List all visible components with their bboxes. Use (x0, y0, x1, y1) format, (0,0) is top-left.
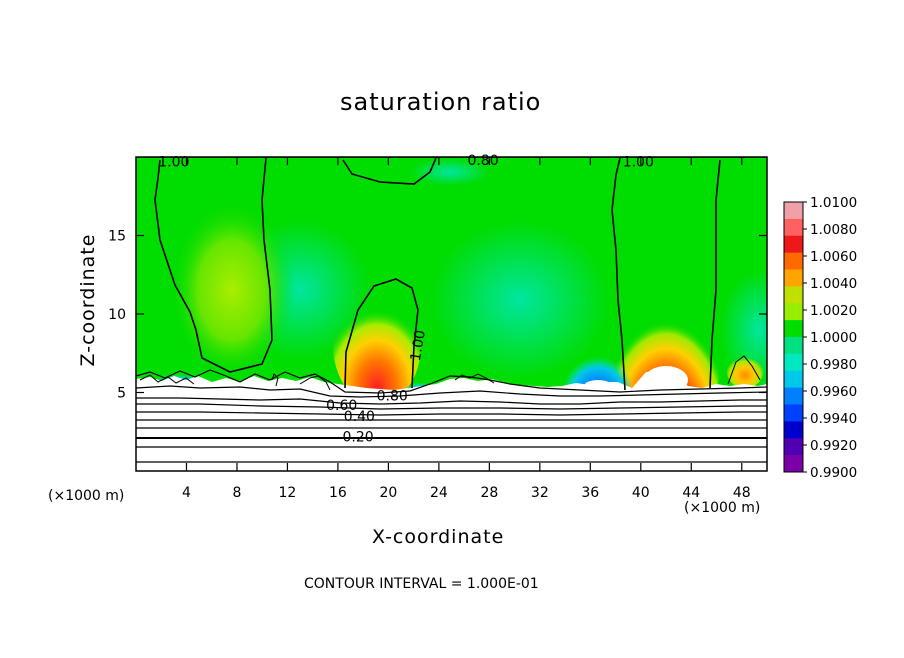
x-tick-label: 24 (430, 485, 448, 501)
colorbar-swatch (784, 421, 803, 439)
x-tick-label: 36 (581, 485, 599, 501)
colorbar-label: 1.0020 (810, 303, 857, 319)
contour-line (154, 157, 273, 373)
contour-line (454, 373, 495, 384)
colorbar-swatch (784, 202, 803, 220)
colorbar-swatch (784, 370, 803, 389)
contour-line (271, 373, 279, 387)
contour-line (344, 278, 419, 389)
x-tick-label: 44 (682, 485, 700, 501)
field-warm-patch (727, 356, 763, 388)
colorbar-swatch (784, 235, 803, 254)
contour-line (136, 403, 767, 410)
contour-label: 1.00 (623, 155, 654, 171)
x-unit-left: (×1000 m) (48, 488, 125, 504)
colorbar-label: 1.0000 (810, 330, 857, 346)
x-tick-label: 48 (733, 485, 751, 501)
colorbar-label: 1.0040 (810, 276, 857, 292)
contour-label: 1.00 (158, 155, 189, 171)
colorbar-label: 0.9900 (810, 465, 857, 481)
field-white-core (644, 366, 688, 394)
contour-line (299, 375, 331, 391)
contour-line (136, 369, 767, 394)
field-lower-layer (136, 372, 767, 471)
contour-interval-note: CONTOUR INTERVAL = 1.000E-01 (304, 576, 539, 592)
x-axis-title: X-coordinate (372, 526, 505, 548)
contour-label-text: 0.20 (343, 429, 374, 445)
contour-label-text: 0.80 (377, 389, 408, 405)
x-tick-label: 12 (279, 485, 297, 501)
colorbar-label: 1.0060 (810, 249, 857, 265)
contour-label-text: 0.80 (467, 153, 498, 169)
y-axis-title: Z-coordinate (77, 233, 99, 367)
colorbar-swatch (784, 404, 803, 422)
x-tick-label: 4 (182, 485, 191, 501)
y-tick-label: 10 (108, 307, 126, 323)
colorbar-swatch (784, 218, 803, 237)
contour-label: 0.40 (344, 409, 375, 425)
colorbar-swatch (784, 320, 803, 338)
colorbar-swatch (784, 387, 803, 405)
field-cyan-region (430, 220, 610, 380)
colorbar-swatch (784, 269, 803, 287)
colorbar-label: 0.9920 (810, 438, 857, 454)
x-tick-label: 28 (480, 485, 498, 501)
contour-line (136, 385, 767, 398)
colorbar-label: 0.9940 (810, 411, 857, 427)
x-tick-label: 32 (531, 485, 549, 501)
colorbar-swatch (784, 303, 803, 321)
contour-line (727, 355, 761, 385)
contour-label: 0.80 (467, 153, 498, 169)
colorbar: 1.0100 1.0080 1.0060 1.0040 1.0020 1.0000 0.99… (783, 195, 857, 481)
colorbar-swatch (784, 455, 803, 473)
field-cyan-region (410, 158, 490, 186)
contour-line (611, 157, 626, 391)
colorbar-swatch (784, 252, 803, 270)
contour-line (139, 374, 195, 385)
y-tick-label: 5 (117, 386, 126, 402)
contour-lines (136, 157, 767, 463)
colorbar-label: 1.0100 (810, 195, 857, 211)
contour-label: 0.20 (343, 429, 374, 445)
contour-label: 1.00 (408, 329, 429, 362)
contour-label-text: 0.60 (326, 398, 357, 414)
y-tick-label: 15 (108, 229, 126, 245)
contour-line (136, 411, 767, 416)
colorbar-swatch (784, 353, 803, 372)
heatmap-field (136, 157, 767, 471)
contour-label-text: 1.00 (158, 155, 189, 171)
x-tick-label: 40 (632, 485, 650, 501)
contour-label-text: 1.00 (623, 155, 654, 171)
contour-label: 0.80 (377, 389, 408, 405)
field-green-blob (170, 200, 294, 380)
x-tick-label: 16 (329, 485, 347, 501)
x-tick-label: 8 (232, 485, 241, 501)
contour-label: 0.60 (326, 398, 357, 414)
colorbar-swatch (784, 337, 803, 355)
colorbar-label: 0.9980 (810, 357, 857, 373)
chart-title: saturation ratio (340, 88, 542, 116)
contour-line (709, 159, 721, 389)
field-white-core (584, 380, 612, 392)
contour-label-text: 1.00 (408, 329, 429, 362)
contour-label-text: 0.40 (344, 409, 375, 425)
x-tick-label: 20 (379, 485, 397, 501)
field-warm-cell-left (333, 285, 421, 405)
colorbar-swatch (784, 286, 803, 304)
colorbar-label: 0.9960 (810, 384, 857, 400)
colorbar-label: 1.0080 (810, 222, 857, 238)
contour-line (342, 157, 437, 185)
contour-line (136, 397, 767, 405)
colorbar-swatch (784, 438, 803, 456)
x-unit-right: (×1000 m) (684, 500, 761, 516)
